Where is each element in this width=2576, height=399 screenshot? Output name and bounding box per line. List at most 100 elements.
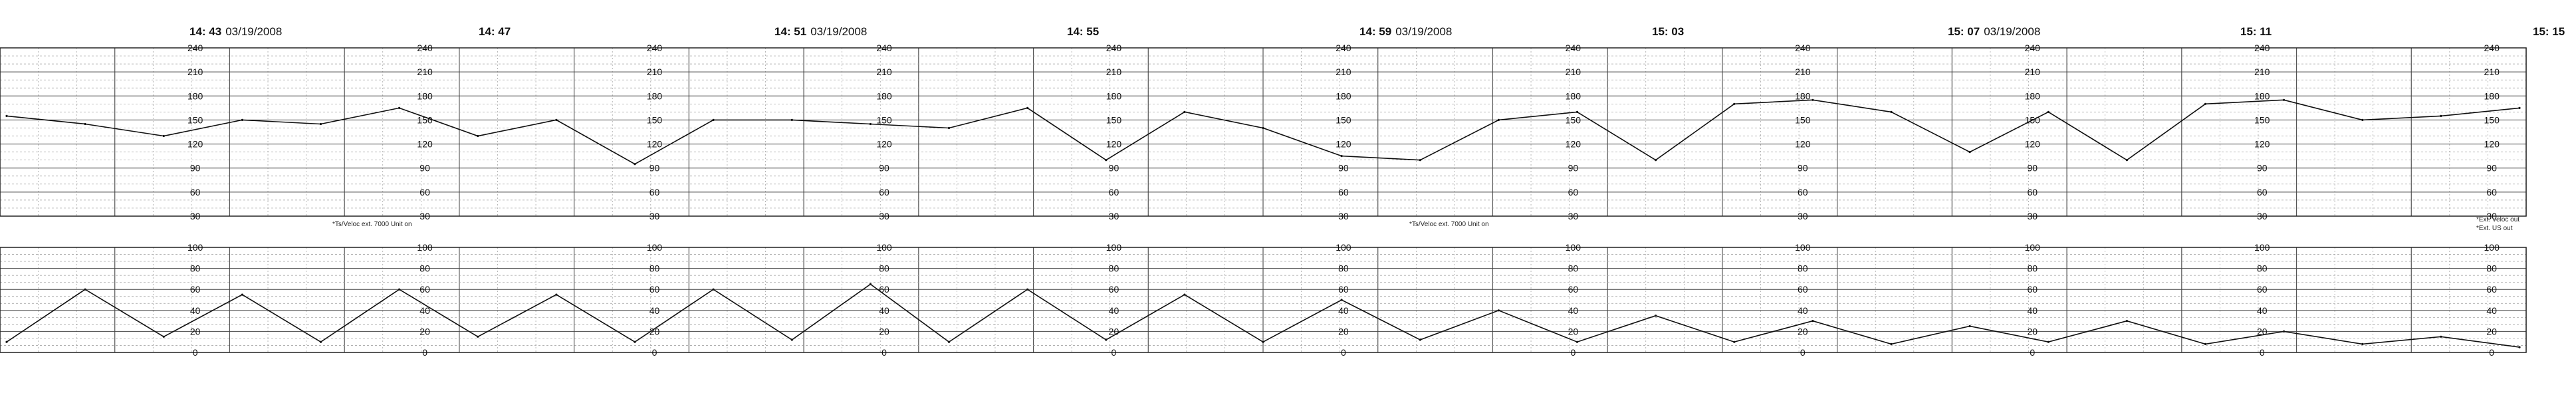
y-tick-label: 80 [419,263,430,274]
time-mark: 14: 43 03/19/2008 [189,25,282,39]
y-tick-label: 0 [193,347,198,358]
ua-point [634,341,636,343]
ua-point [2361,343,2363,345]
y-tick-label: 30 [1798,211,1808,221]
ua-point [1890,343,1892,345]
fhr-point [2361,119,2363,121]
ua-point [791,338,793,340]
y-tick-label: 100 [1106,242,1122,253]
y-tick-label: 30 [1109,211,1119,221]
fhr-point [2204,103,2206,105]
ua-point [1576,341,1578,343]
time-mark: 14: 47 [479,25,511,39]
y-tick-label: 90 [2486,163,2497,174]
y-tick-label: 100 [2484,242,2500,253]
fhr-point [555,119,557,121]
y-tick-label: 240 [1336,43,1351,53]
y-tick-label: 80 [1338,263,1349,274]
ua-point [2126,320,2128,322]
y-tick-label: 30 [1568,211,1579,221]
y-tick-label: 20 [879,326,889,336]
y-tick-label: 210 [647,66,663,77]
ua-point [1262,341,1264,343]
y-tick-label: 60 [190,187,201,198]
y-tick-label: 100 [1336,242,1351,253]
fhr-point [163,135,165,137]
ua-point [320,341,322,343]
y-tick-label: 240 [1566,43,1581,53]
fhr-point [2518,107,2520,109]
y-tick-label: 60 [879,284,889,295]
time-mark-date: 03/19/2008 [225,25,282,38]
time-mark-date: 03/19/2008 [1984,25,2040,38]
y-tick-label: 240 [2254,43,2270,53]
y-tick-label: 90 [1109,163,1119,174]
y-tick-label: 60 [1568,187,1579,198]
time-mark-date: 03/19/2008 [1395,25,1452,38]
y-tick-label: 100 [876,242,892,253]
y-tick-label: 210 [876,66,892,77]
fhr-point [2048,111,2049,113]
y-tick-label: 150 [1566,114,1581,125]
y-tick-label: 180 [417,90,433,101]
fhr-point [477,135,479,137]
y-tick-label: 20 [2486,326,2497,336]
ua-point [1655,315,1657,317]
y-tick-label: 30 [190,211,201,221]
y-tick-label: 60 [1568,284,1579,295]
y-tick-label: 60 [649,284,660,295]
ua-point [1419,338,1421,340]
y-tick-label: 120 [2254,139,2270,150]
y-tick-label: 180 [1566,90,1581,101]
y-tick-label: 30 [2027,211,2038,221]
time-mark: 14: 55 [1067,25,1099,39]
ua-point [1183,294,1185,296]
y-tick-label: 40 [1798,305,1808,316]
y-tick-label: 40 [649,305,660,316]
y-tick-label: 240 [876,43,892,53]
y-tick-label: 60 [649,187,660,198]
fhr-point [398,107,400,109]
y-tick-label: 60 [879,187,889,198]
y-tick-label: 150 [1106,114,1122,125]
y-tick-label: 60 [1338,187,1349,198]
ua-point [1812,320,1814,322]
ua-point [2283,331,2285,332]
time-mark: 14: 59 03/19/2008 [1359,25,1452,39]
y-tick-label: 60 [1338,284,1349,295]
y-tick-label: 60 [1798,284,1808,295]
y-tick-label: 180 [2484,90,2500,101]
y-tick-label: 80 [190,263,201,274]
y-tick-label: 80 [2257,263,2268,274]
y-tick-label: 240 [417,43,433,53]
y-tick-label: 80 [1109,263,1119,274]
y-tick-label: 210 [2025,66,2041,77]
y-tick-label: 90 [649,163,660,174]
y-tick-label: 80 [1798,263,1808,274]
y-tick-label: 120 [1336,139,1351,150]
ua-point [2518,346,2520,348]
y-tick-label: 60 [190,284,201,295]
fhr-point [84,123,86,125]
chart-annotation: *Ext. US out [2476,225,2513,232]
y-tick-label: 60 [2257,284,2268,295]
y-tick-label: 90 [2257,163,2268,174]
y-tick-label: 30 [1338,211,1349,221]
y-tick-label: 0 [652,347,657,358]
y-tick-label: 20 [1338,326,1349,336]
y-tick-label: 180 [1336,90,1351,101]
y-tick-label: 60 [2486,187,2497,198]
y-tick-label: 0 [1800,347,1806,358]
y-tick-label: 210 [2484,66,2500,77]
y-tick-label: 20 [2027,326,2038,336]
y-tick-label: 60 [419,187,430,198]
y-tick-label: 20 [1798,326,1808,336]
y-tick-label: 90 [190,163,201,174]
y-tick-label: 100 [1566,242,1581,253]
y-tick-label: 150 [2484,114,2500,125]
y-tick-label: 150 [417,114,433,125]
y-tick-label: 0 [1570,347,1576,358]
chart-annotation: *Ts/Veloc ext. 7000 Unit on [332,221,412,228]
chart-annotation: *Ts/Veloc ext. 7000 Unit on [1409,221,1489,228]
y-tick-label: 40 [879,305,889,316]
